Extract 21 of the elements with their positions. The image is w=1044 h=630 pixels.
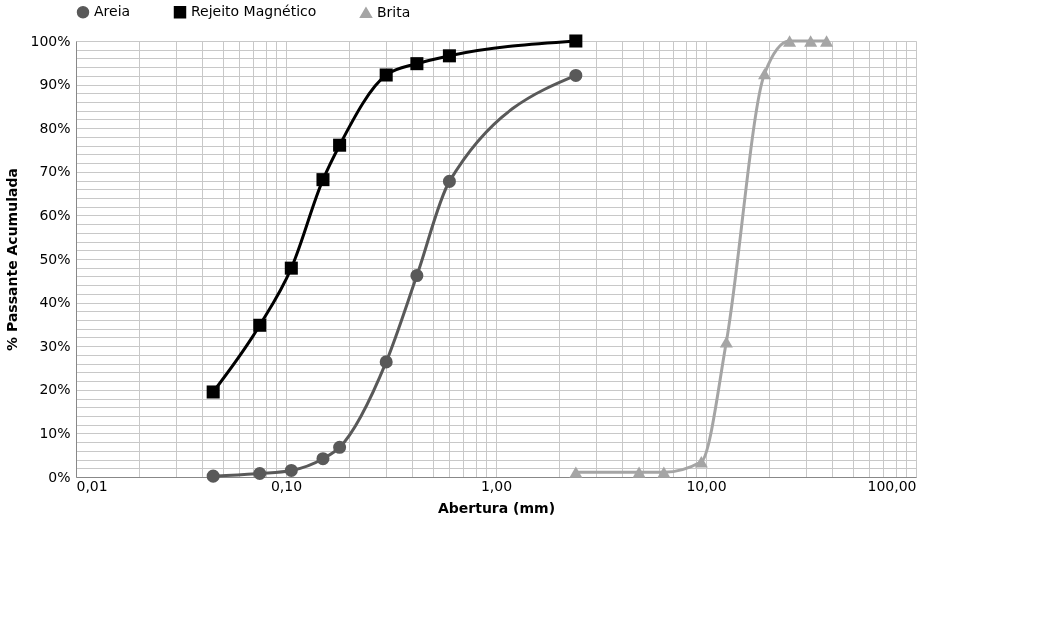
y-tick-label: 10% [39, 424, 71, 441]
y-tick-label: 30% [39, 337, 71, 354]
x-tick-label: 0,10 [270, 477, 303, 494]
y-tick-label: 70% [39, 163, 71, 180]
y-tick-label: 50% [39, 250, 71, 267]
x-axis-title: Abertura (mm) [437, 499, 556, 516]
legend-label: Rejeito Magnético [191, 3, 317, 20]
y-tick-label: 40% [39, 294, 71, 311]
y-tick-label: 60% [39, 206, 71, 223]
y-tick-label: 80% [39, 119, 71, 136]
legend-label: Areia [94, 3, 131, 20]
x-tick-label: 1,00 [480, 477, 513, 494]
x-tick-label: 0,01 [76, 477, 108, 494]
x-tick-label: 100,00 [867, 477, 917, 494]
x-tick-label: 10,00 [686, 477, 727, 494]
y-tick-label: 100% [30, 32, 71, 49]
legend-label: Brita [377, 3, 411, 20]
y-tick-label: 90% [39, 76, 71, 93]
y-tick-label: 20% [39, 381, 71, 398]
y-axis-title: % Passante Acumulada [4, 168, 21, 351]
y-tick-label: 0% [48, 468, 71, 485]
